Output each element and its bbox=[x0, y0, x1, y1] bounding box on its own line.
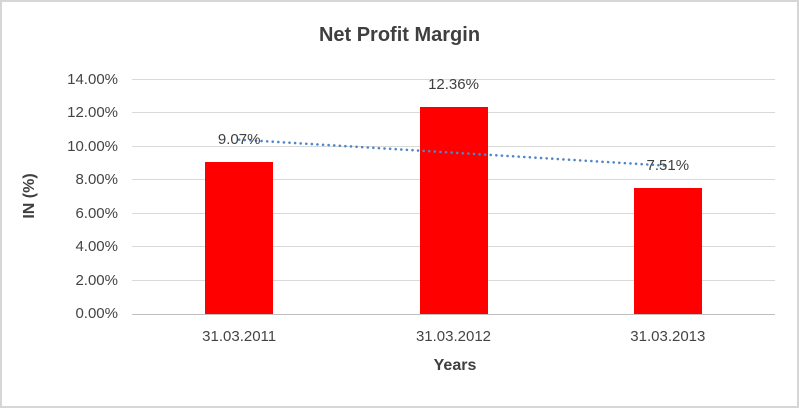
y-tick-label: 4.00% bbox=[75, 238, 118, 256]
plot-area: 9.07% 12.36% 7.51% bbox=[132, 76, 775, 315]
bar bbox=[205, 162, 274, 314]
bar-data-label: 12.36% bbox=[428, 76, 479, 94]
y-tick-label: 10.00% bbox=[67, 137, 118, 155]
x-axis-title: Years bbox=[433, 357, 477, 374]
y-tick-label: 2.00% bbox=[75, 271, 118, 289]
y-tick-label: 12.00% bbox=[67, 104, 118, 122]
bar-data-label: 7.51% bbox=[646, 157, 690, 175]
y-tick-label: 0.00% bbox=[75, 305, 118, 322]
y-tick-label: 8.00% bbox=[75, 171, 118, 189]
gridline bbox=[132, 79, 775, 80]
x-tick-label: 31.03.2012 bbox=[415, 328, 492, 345]
bar bbox=[419, 107, 488, 314]
bar-data-label: 9.07% bbox=[217, 131, 261, 149]
chart-title: Net Profit Margin bbox=[318, 24, 481, 46]
bar bbox=[633, 188, 702, 314]
x-tick-label: 31.03.2013 bbox=[630, 328, 706, 345]
x-tick-label: 31.03.2011 bbox=[202, 328, 277, 345]
trendline bbox=[237, 138, 670, 168]
x-axis-line bbox=[132, 314, 775, 315]
y-tick-label: 6.00% bbox=[75, 204, 118, 222]
y-tick-label: 14.00% bbox=[67, 71, 118, 88]
